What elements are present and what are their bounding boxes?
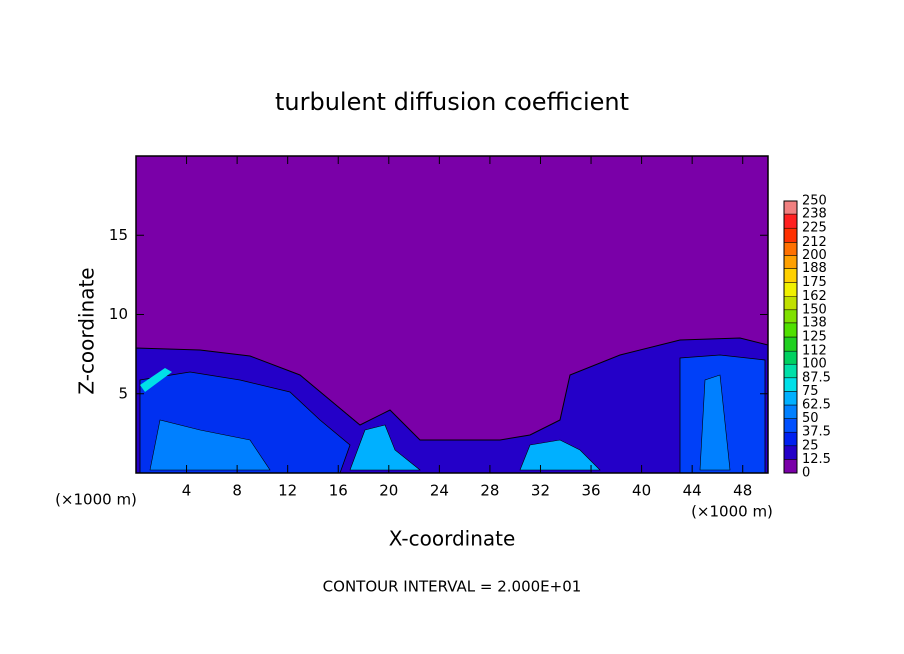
field-region [699, 374, 731, 471]
colorbar-label: 125 [802, 330, 827, 345]
colorbar-band [783, 242, 798, 256]
colorbar-band [783, 296, 798, 311]
colorbar-band [783, 459, 798, 474]
x-tick-label: 32 [531, 482, 550, 500]
colorbar-label: 12.5 [802, 452, 831, 467]
colorbar-label: 200 [802, 248, 827, 263]
x-tick-label: 28 [480, 482, 499, 500]
colorbar-band [783, 336, 798, 352]
colorbar-label: 0 [802, 466, 810, 481]
colorbar-label: 100 [802, 357, 827, 372]
colorbar-band [783, 200, 798, 215]
colorbar-band [783, 255, 798, 269]
x-tick-label: 36 [581, 482, 600, 500]
colorbar-band [783, 322, 798, 338]
colorbar-label: 162 [802, 289, 827, 304]
colorbar-band [783, 350, 798, 365]
field-region [349, 424, 421, 471]
colorbar-label: 75 [802, 384, 819, 399]
colorbar-label: 188 [802, 261, 827, 276]
field [135, 156, 769, 474]
colorbar-label: 150 [802, 302, 827, 317]
y-tick-label: 15 [109, 226, 128, 244]
colorbar: 012.52537.55062.57587.510011212513815016… [783, 194, 831, 481]
colorbar-label: 50 [802, 411, 819, 426]
colorbar-label: 225 [802, 221, 827, 236]
colorbar-band [783, 431, 798, 447]
chart-title: turbulent diffusion coefficient [275, 88, 629, 116]
colorbar-band [783, 213, 798, 229]
colorbar-band [783, 268, 798, 283]
x-unit-label: (×1000 m) [691, 503, 773, 521]
y-axis-label: Z-coordinate [75, 267, 99, 394]
x-tick-label: 24 [430, 482, 449, 500]
colorbar-label: 238 [802, 207, 827, 222]
colorbar-band [783, 377, 798, 392]
colorbar-label: 62.5 [802, 398, 831, 413]
colorbar-band [783, 391, 798, 406]
colorbar-label: 112 [802, 344, 827, 359]
colorbar-band [783, 227, 798, 243]
colorbar-label: 37.5 [802, 425, 831, 440]
x-tick-label: 40 [632, 482, 651, 500]
x-unit-label: (×1000 m) [55, 491, 137, 509]
x-tick-label: 44 [683, 482, 702, 500]
colorbar-frame [783, 200, 798, 474]
colorbar-label: 25 [802, 438, 819, 453]
colorbar-band [783, 445, 798, 460]
colorbar-label: 175 [802, 275, 827, 290]
x-tick-label: 8 [232, 482, 242, 500]
colorbar-label: 212 [802, 235, 827, 250]
colorbar-label: 87.5 [802, 370, 831, 385]
field-region [519, 439, 601, 471]
colorbar-band [783, 282, 798, 297]
x-axis-label: X-coordinate [389, 527, 516, 551]
y-tick-label: 10 [109, 305, 128, 323]
footnote: CONTOUR INTERVAL = 2.000E+01 [323, 578, 582, 596]
colorbar-band [783, 363, 798, 379]
colorbar-band [783, 309, 798, 324]
x-tick-label: 12 [278, 482, 297, 500]
x-tick-label: 4 [182, 482, 192, 500]
field-region [149, 419, 271, 471]
colorbar-label: 138 [802, 315, 827, 330]
x-tick-label: 16 [329, 482, 348, 500]
x-tick-label: 20 [379, 482, 398, 500]
colorbar-band [783, 418, 798, 433]
colorbar-label: 250 [802, 194, 827, 209]
field-region [140, 368, 172, 392]
y-tick-label: 5 [118, 384, 128, 402]
x-tick-label: 48 [733, 482, 752, 500]
colorbar-band [783, 404, 798, 419]
